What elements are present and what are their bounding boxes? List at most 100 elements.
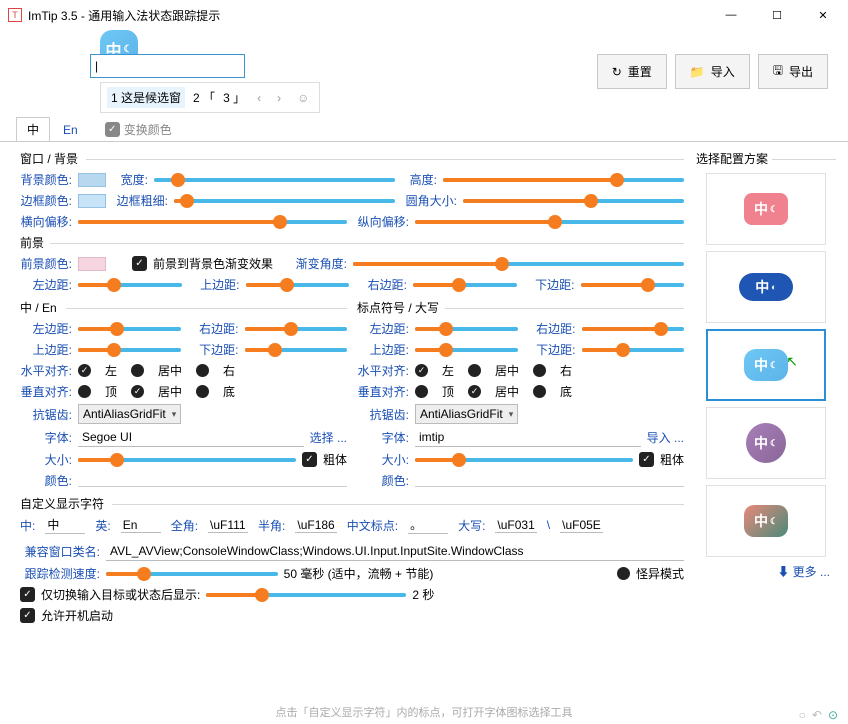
tab-zh[interactable]: 中 — [16, 117, 50, 141]
gradient-check[interactable]: ✓ — [132, 256, 147, 271]
slider-a-mt[interactable] — [78, 343, 181, 357]
slider-speed[interactable] — [106, 567, 278, 581]
font-input-a[interactable] — [78, 428, 304, 447]
bold-check-b[interactable]: ✓ — [639, 452, 654, 467]
slider-b-mr[interactable] — [582, 322, 685, 336]
compat-input[interactable] — [106, 542, 684, 561]
window-buttons: — ☐ ✕ — [708, 0, 846, 30]
slider-b-ml[interactable] — [415, 322, 518, 336]
lbl-font-b: 字体: — [357, 429, 409, 446]
slider-size-b[interactable] — [415, 453, 633, 467]
lbl-offx: 横向偏移: — [20, 213, 72, 230]
bordercolor-swatch[interactable] — [78, 194, 106, 208]
footer-circle-icon[interactable]: ○ — [799, 708, 806, 722]
slider-offy[interactable] — [415, 215, 684, 229]
lbl-aa-a: 抗锯齿: — [20, 406, 72, 423]
lbl-a-mt: 上边距: — [20, 341, 72, 358]
ut-cnp[interactable]: 。 — [408, 516, 448, 534]
cand-next[interactable]: › — [273, 91, 285, 105]
titlebar: T ImTip 3.5 - 通用输入法状态跟踪提示 — ☐ ✕ — [0, 0, 848, 30]
lbl-font-a: 字体: — [20, 429, 72, 446]
tab-en[interactable]: En — [52, 119, 89, 140]
candidate-bar[interactable]: 1 这是候选窗 2 「 3 」 ‹ › ☺ — [100, 82, 320, 113]
slider-a-mr[interactable] — [245, 322, 348, 336]
preview-input[interactable] — [90, 54, 245, 78]
slider-mb[interactable] — [581, 278, 685, 292]
valign-b[interactable]: 顶居中底 — [415, 383, 580, 400]
halign-a[interactable]: 左居中右 — [78, 362, 243, 379]
lbl-b-ml: 左边距: — [357, 320, 409, 337]
slider-mr[interactable] — [413, 278, 517, 292]
candidate-2[interactable]: 2 「 — [193, 89, 215, 106]
preset-5[interactable]: 中☾ — [706, 485, 826, 557]
left-column: 窗口 / 背景 背景颜色: 宽度: 高度: 边框颜色: 边框粗细: 圆角大小: … — [20, 148, 684, 628]
lbl-b-mt: 上边距: — [357, 341, 409, 358]
lbl-mr: 右边距: — [355, 276, 407, 293]
boot-check[interactable]: ✓ — [20, 608, 35, 623]
maximize-button[interactable]: ☐ — [754, 0, 800, 30]
export-button[interactable]: 🖫导出 — [758, 54, 828, 89]
aa-select-a[interactable]: AntiAliasGridFit▾ — [78, 404, 181, 424]
halign-b[interactable]: 左居中右 — [415, 362, 580, 379]
slider-mt[interactable] — [246, 278, 350, 292]
boot-label: 允许开机启动 — [41, 607, 113, 624]
reset-button[interactable]: ↻重置 — [597, 54, 667, 89]
slider-radius[interactable] — [463, 194, 684, 208]
export-icon: 🖫 — [773, 61, 783, 82]
preset-1[interactable]: 中☾ — [706, 173, 826, 245]
font-select-a[interactable]: 选择 ... — [310, 429, 347, 446]
preset-title: 选择配置方案 — [696, 150, 836, 167]
color-line-b[interactable] — [415, 475, 684, 487]
minimize-button[interactable]: — — [708, 0, 754, 30]
more-link[interactable]: ⬇ 更多 ... — [696, 563, 836, 580]
lbl-color-b: 颜色: — [357, 472, 409, 489]
candidate-1[interactable]: 1 这是候选窗 — [107, 87, 185, 108]
swap-color-check[interactable]: ✓变换颜色 — [105, 121, 172, 138]
color-line-a[interactable] — [78, 475, 347, 487]
slider-switch[interactable] — [206, 588, 406, 602]
valign-a[interactable]: 顶居中底 — [78, 383, 243, 400]
slider-a-ml[interactable] — [78, 322, 181, 336]
fgcolor-swatch[interactable] — [78, 257, 106, 271]
footer-toggle-icon[interactable]: ⊙ — [828, 708, 838, 722]
group-custom: 自定义显示字符 — [20, 495, 684, 512]
ut-code[interactable]: \uF05E — [560, 518, 603, 533]
slider-b-mt[interactable] — [415, 343, 518, 357]
lbl-bordercolor: 边框颜色: — [20, 192, 72, 209]
preset-2[interactable]: 中◐ — [706, 251, 826, 323]
bold-check-a[interactable]: ✓ — [302, 452, 317, 467]
switch-check[interactable]: ✓ — [20, 587, 35, 602]
footer-undo-icon[interactable]: ↶ — [812, 708, 822, 722]
ut-en[interactable]: En — [121, 518, 161, 533]
slider-ml[interactable] — [78, 278, 182, 292]
preset-4[interactable]: 中☾ — [706, 407, 826, 479]
slider-gradang[interactable] — [353, 257, 684, 271]
ut-zh[interactable]: 中 — [45, 516, 85, 534]
aa-select-b[interactable]: AntiAliasGridFit▾ — [415, 404, 518, 424]
slider-b-mb[interactable] — [582, 343, 685, 357]
font-import-b[interactable]: 导入 ... — [647, 429, 684, 446]
ut-half[interactable]: \uF186 — [295, 518, 336, 533]
ut-full[interactable]: \uF111 — [208, 518, 248, 533]
slider-borderw[interactable] — [174, 194, 395, 208]
import-button[interactable]: 📁导入 — [675, 54, 750, 89]
slider-offx[interactable] — [78, 215, 347, 229]
preset-3[interactable]: 中☾↖ — [706, 329, 826, 401]
ut-cap[interactable]: \uF031 — [495, 518, 536, 533]
slider-width[interactable] — [154, 173, 395, 187]
bgcolor-swatch[interactable] — [78, 173, 106, 187]
lbl-speed: 跟踪检测速度: — [20, 565, 100, 582]
slider-height[interactable] — [443, 173, 684, 187]
main-area: 窗口 / 背景 背景颜色: 宽度: 高度: 边框颜色: 边框粗细: 圆角大小: … — [0, 142, 848, 632]
slider-size-a[interactable] — [78, 453, 296, 467]
slider-a-mb[interactable] — [245, 343, 348, 357]
cand-prev[interactable]: ‹ — [253, 91, 265, 105]
lbl-a-mb: 下边距: — [187, 341, 239, 358]
candidate-3[interactable]: 3 」 — [223, 89, 245, 106]
weird-check[interactable] — [617, 567, 630, 580]
app-icon: T — [8, 8, 22, 22]
font-input-b[interactable] — [415, 428, 641, 447]
group-window: 窗口 / 背景 — [20, 150, 684, 167]
cand-emoji[interactable]: ☺ — [293, 91, 313, 105]
close-button[interactable]: ✕ — [800, 0, 846, 30]
